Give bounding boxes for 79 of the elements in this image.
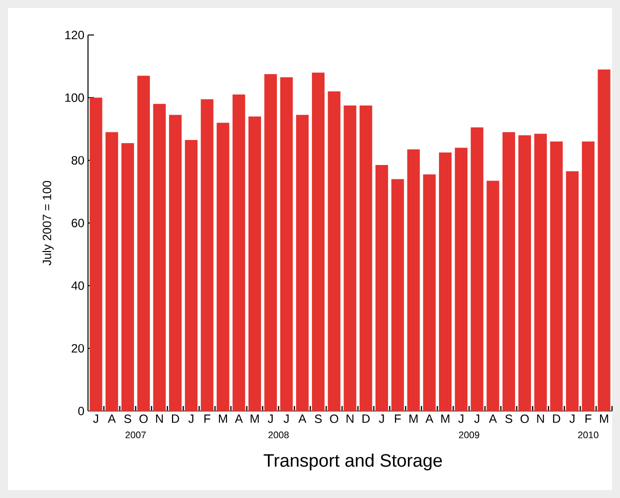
bar <box>518 135 531 411</box>
bar <box>534 134 547 411</box>
bar <box>200 99 214 411</box>
y-tick-label: 120 <box>65 30 84 40</box>
y-axis-title: July 2007 = 100 <box>42 180 54 266</box>
x-tick-label: O <box>330 414 338 424</box>
x-tick-label: S <box>314 414 322 424</box>
x-tick-label: D <box>172 414 180 423</box>
bar <box>184 140 198 411</box>
bar <box>169 114 182 411</box>
x-tick-label: M <box>441 414 450 423</box>
bar <box>582 142 594 411</box>
bar <box>153 104 166 411</box>
x-tick-label: N <box>156 414 163 423</box>
text: 2010 <box>578 432 598 438</box>
bar <box>121 143 134 411</box>
bar <box>375 165 388 411</box>
x-tick-label: J <box>474 414 480 423</box>
x-tick-label: O <box>520 414 529 424</box>
x-tick-label: S <box>124 414 132 424</box>
bar <box>344 105 356 411</box>
bar <box>407 149 420 411</box>
text: 2007 <box>126 432 146 438</box>
bar <box>454 148 468 411</box>
x-tick-label: S <box>505 414 512 424</box>
y-tick-label: 0 <box>78 406 84 416</box>
bar <box>264 74 277 411</box>
x-tick-label: D <box>553 414 560 423</box>
bar <box>90 98 102 411</box>
bar <box>106 132 118 411</box>
y-tick-label: 100 <box>65 93 84 102</box>
bar <box>296 114 309 411</box>
x-tick-label: A <box>108 414 116 423</box>
text: Transport and Storage <box>264 454 442 470</box>
text: 2008 <box>268 432 289 438</box>
x-tick-label: N <box>346 414 354 423</box>
bar <box>502 132 516 411</box>
x-tick-label: F <box>586 414 592 423</box>
x-tick-label: O <box>139 414 148 424</box>
bar <box>360 105 372 411</box>
x-tick-label: N <box>537 414 544 423</box>
x-tick-label: M <box>218 414 227 423</box>
bar <box>232 94 246 411</box>
x-tick-label: M <box>250 414 259 423</box>
x-tick-label: J <box>378 414 384 423</box>
bar <box>328 91 340 411</box>
bar <box>550 142 563 411</box>
bar <box>470 127 484 411</box>
x-tick-label: J <box>188 414 194 423</box>
bar <box>438 152 452 411</box>
bar <box>216 122 230 411</box>
y-tick-label: 40 <box>71 281 84 290</box>
x-tick-label: M <box>600 414 608 423</box>
x-tick-label: M <box>410 414 418 423</box>
bar <box>391 179 404 411</box>
x-tick-label: A <box>488 414 497 423</box>
x-tick-label: A <box>425 414 434 423</box>
x-tick-label: A <box>298 414 306 423</box>
x-tick-label: J <box>93 414 98 423</box>
bar <box>566 171 579 411</box>
text: 2009 <box>459 432 480 438</box>
bar <box>598 69 610 411</box>
x-tick-label: J <box>570 414 574 423</box>
bar <box>137 76 150 411</box>
x-tick-label: F <box>394 414 401 423</box>
y-tick-label: 20 <box>72 344 84 353</box>
bar <box>248 116 262 411</box>
bar <box>280 77 293 411</box>
x-tick-label: J <box>458 414 464 423</box>
bar <box>486 180 500 411</box>
x-tick-label: J <box>284 414 289 423</box>
x-tick-label: D <box>362 414 370 423</box>
bar <box>312 72 325 411</box>
x-tick-label: J <box>268 414 273 423</box>
y-tick-label: 60 <box>72 218 84 228</box>
x-tick-label: A <box>234 414 243 423</box>
y-tick-label: 80 <box>72 156 84 165</box>
bar <box>423 174 436 411</box>
x-tick-label: F <box>204 414 210 423</box>
